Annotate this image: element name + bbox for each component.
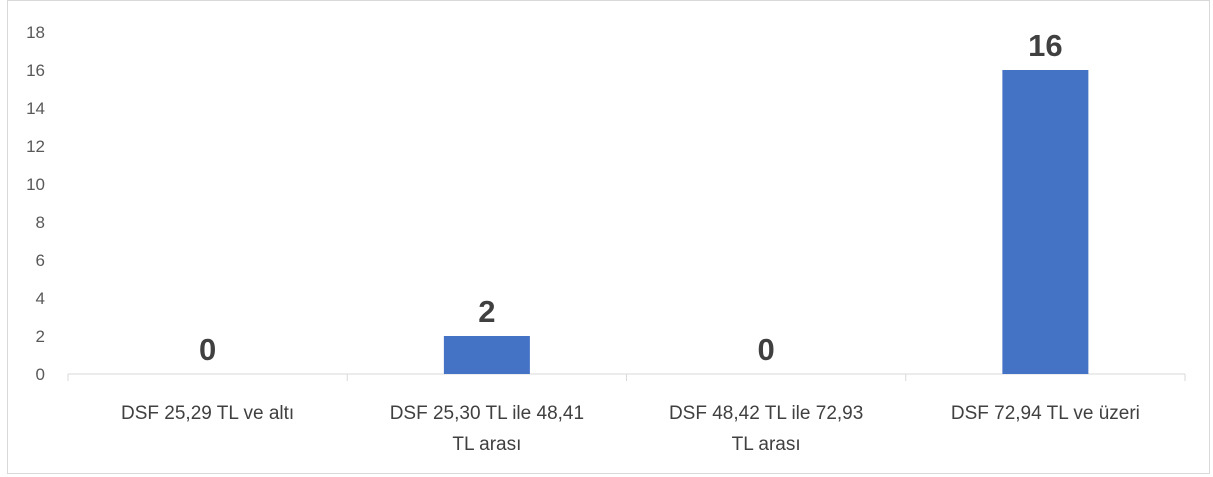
y-tick-label: 18 — [26, 23, 45, 42]
x-axis — [67, 373, 1186, 381]
y-tick-label: 6 — [36, 251, 45, 270]
y-tick-label: 8 — [36, 213, 45, 232]
bar — [443, 336, 530, 374]
category-labels: DSF 25,29 TL ve altı DSF 25,30 TL ile 48,… — [121, 403, 1140, 455]
category-label: DSF 25,30 TL ile 48,41 TL arası — [390, 403, 584, 455]
data-label: 0 — [199, 332, 216, 367]
category-label: DSF 25,29 TL ve altı — [121, 403, 294, 424]
bars — [443, 70, 1089, 374]
category-label: DSF 72,94 TL ve üzeri — [951, 403, 1140, 424]
data-labels: 0 2 0 16 — [199, 28, 1063, 367]
y-tick-label: 12 — [26, 137, 45, 156]
y-tick-label: 16 — [26, 61, 45, 80]
data-label: 16 — [1028, 28, 1062, 63]
data-label: 2 — [478, 294, 495, 329]
y-axis-ticks: 0 2 4 6 8 10 12 14 16 18 — [26, 23, 45, 384]
data-label: 0 — [758, 332, 775, 367]
bar — [1002, 70, 1089, 374]
y-tick-label: 10 — [26, 175, 45, 194]
category-label: DSF 48,42 TL ile 72,93 TL arası — [669, 403, 863, 455]
y-tick-label: 14 — [26, 99, 45, 118]
y-tick-label: 0 — [36, 365, 45, 384]
y-tick-label: 2 — [36, 327, 45, 346]
y-tick-label: 4 — [36, 289, 45, 308]
